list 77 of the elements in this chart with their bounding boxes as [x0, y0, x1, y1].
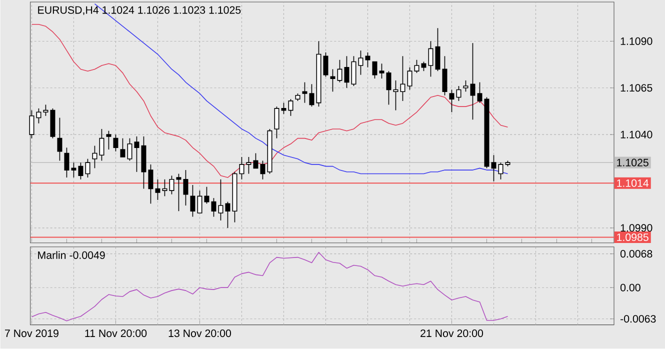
candlestick — [274, 106, 280, 139]
candlestick — [36, 108, 42, 124]
candlestick — [470, 42, 476, 120]
candlestick — [498, 162, 504, 180]
chart-title: Marlin -0.0049 — [38, 251, 105, 260]
candlestick — [169, 175, 174, 195]
candlestick — [190, 184, 196, 218]
candlestick — [435, 28, 440, 72]
x-tick-label: 7 Nov 2019 — [5, 330, 58, 338]
candlestick — [92, 145, 98, 169]
candlestick — [43, 104, 48, 116]
candlestick — [400, 56, 406, 102]
candlestick — [106, 130, 112, 150]
y-tick-label: 0.00 — [620, 284, 640, 292]
candlestick — [148, 164, 154, 204]
candlestick — [302, 82, 308, 104]
chart-title: EURUSD,H4 1.1024 1.1026 1.1023 1.1025 — [38, 6, 241, 16]
candlestick — [337, 60, 342, 83]
candlestick — [211, 198, 216, 218]
candlestick — [358, 50, 364, 76]
candlestick — [29, 110, 34, 139]
candlestick — [246, 156, 252, 174]
ref-line-label: 1.1025 — [617, 158, 648, 166]
y-tick-label: 1.1090 — [620, 38, 652, 46]
candlestick — [365, 52, 370, 68]
candlestick — [442, 56, 448, 96]
candlestick — [127, 138, 132, 162]
candlestick — [225, 201, 230, 228]
candlestick — [351, 56, 356, 87]
candlestick — [155, 179, 160, 200]
candlestick — [78, 162, 84, 180]
candlestick — [309, 84, 314, 108]
candlestick — [85, 158, 90, 178]
candlestick — [344, 56, 350, 88]
candlestick — [463, 80, 468, 92]
candlestick — [71, 162, 76, 178]
candlestick — [64, 147, 70, 178]
candlestick — [260, 160, 266, 180]
candlestick — [239, 156, 244, 180]
candlestick — [477, 82, 482, 104]
candlestick — [57, 117, 62, 162]
candlestick — [99, 128, 104, 162]
candlestick — [407, 67, 412, 90]
x-tick-label: 13 Nov 20:00 — [168, 330, 232, 338]
x-tick-label: 21 Nov 20:00 — [420, 330, 484, 338]
candlestick — [176, 173, 182, 212]
candlestick — [330, 68, 336, 92]
candlestick — [218, 179, 224, 221]
ref-line-label: 1.1014 — [617, 179, 649, 187]
candlestick — [449, 89, 454, 113]
candlestick — [393, 80, 398, 111]
candlestick — [491, 154, 496, 182]
y-tick-label: 0.0068 — [620, 250, 652, 258]
candlestick — [134, 136, 140, 172]
candlestick — [386, 70, 392, 106]
y-tick-label: 1.1065 — [620, 84, 652, 92]
y-tick-label: 1.0990 — [620, 224, 652, 232]
candlestick — [253, 152, 258, 169]
x-tick-label: 11 Nov 20:00 — [85, 330, 147, 338]
candlestick — [428, 40, 434, 78]
candlestick — [288, 98, 294, 116]
candlestick — [183, 170, 188, 206]
candlestick — [120, 138, 126, 158]
candlestick — [456, 86, 462, 102]
candlestick — [197, 190, 202, 214]
candlestick — [421, 61, 426, 72]
candlestick — [414, 60, 420, 74]
candlestick — [379, 63, 384, 80]
candlestick — [113, 134, 118, 152]
candlestick — [372, 61, 378, 80]
candlestick — [204, 186, 210, 204]
candlestick — [281, 102, 286, 115]
y-tick-label: 1.1040 — [620, 130, 652, 138]
y-tick-label: -0.0063 — [620, 315, 656, 323]
candlestick — [323, 52, 328, 78]
candlestick — [162, 179, 168, 197]
ref-line-label: 1.0985 — [617, 234, 648, 242]
